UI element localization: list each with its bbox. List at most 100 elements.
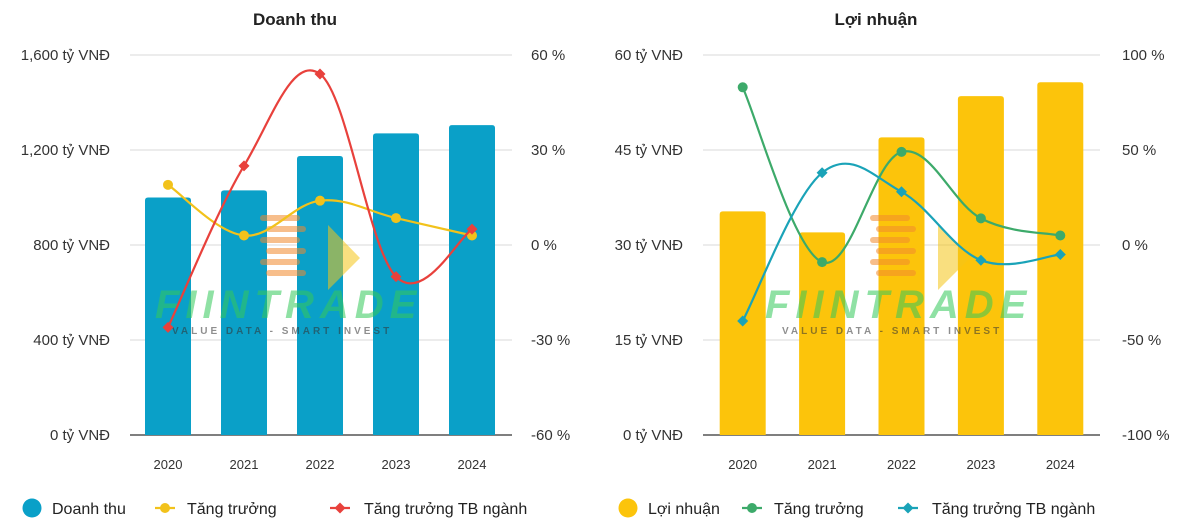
- watermark-stripe: [870, 237, 910, 243]
- legend-label: Tăng trưởng TB ngành: [364, 501, 527, 518]
- data-point: [162, 321, 174, 333]
- watermark-stripe: [260, 259, 300, 265]
- right-axis-tick-label: 30 %: [531, 142, 565, 159]
- revenue-chart: Doanh thu 0 tỷ VNĐ 400 tỷ VNĐ 800 tỷ VNĐ 1,2…: [21, 10, 570, 518]
- legend-label: Doanh thu: [52, 501, 126, 518]
- right-axis-tick-label: -30 %: [531, 332, 570, 349]
- watermark-stripe: [266, 248, 306, 254]
- right-axis-tick-label: 100 %: [1122, 47, 1165, 64]
- data-point: [896, 146, 907, 157]
- watermark-tagline: VALUE DATA - SMART INVEST: [172, 326, 392, 337]
- watermark-stripe: [876, 248, 916, 254]
- watermark-brand: FIINTRADE: [155, 283, 422, 327]
- data-point: [817, 257, 828, 268]
- legend-item: Lợi nhuận: [618, 498, 720, 518]
- watermark-stripe: [260, 215, 300, 221]
- chart-title: Lợi nhuận: [835, 10, 918, 29]
- watermark-arrow: [938, 225, 970, 290]
- data-point: [391, 213, 401, 224]
- left-axis-tick-label: 30 tỷ VNĐ: [615, 237, 684, 254]
- legend-swatch: [160, 503, 170, 513]
- watermark-stripe: [266, 270, 306, 276]
- data-point: [163, 179, 173, 190]
- legend-item: Tăng trưởng TB ngành: [898, 501, 1095, 518]
- series-line: [741, 162, 1061, 322]
- bar: [449, 125, 495, 435]
- watermark-brand: FIINTRADE: [765, 283, 1032, 327]
- legend-swatch: [902, 502, 914, 514]
- data-point: [816, 167, 828, 179]
- watermark-arrow: [328, 225, 360, 290]
- legend-label: Lợi nhuận: [648, 501, 720, 518]
- data-point: [975, 213, 986, 224]
- right-axis-tick-label: 50 %: [1122, 142, 1156, 159]
- left-axis-tick-label: 45 tỷ VNĐ: [615, 142, 684, 159]
- legend-item: Tăng trưởng TB ngành: [330, 501, 527, 518]
- right-axis-tick-label: 60 %: [531, 47, 565, 64]
- legend-item: Tăng trưởng: [742, 501, 864, 518]
- right-axis-tick-label: -50 %: [1122, 332, 1161, 349]
- left-axis-tick-label: 1,200 tỷ VNĐ: [21, 142, 110, 159]
- x-axis-tick-label: 2020: [154, 457, 183, 472]
- left-axis-tick-label: 400 tỷ VNĐ: [33, 332, 110, 349]
- watermark-stripe: [260, 237, 300, 243]
- watermark-tagline: VALUE DATA - SMART INVEST: [782, 326, 1002, 337]
- bar: [878, 137, 925, 436]
- series-line: [741, 86, 1061, 264]
- bar: [297, 155, 343, 435]
- data-point: [239, 230, 249, 241]
- watermark-stripe: [876, 270, 916, 276]
- legend-item: Doanh thu: [22, 498, 126, 518]
- x-axis-tick-label: 2024: [458, 457, 487, 472]
- legend-label: Tăng trưởng TB ngành: [932, 501, 1095, 518]
- watermark-stripe: [266, 226, 306, 232]
- x-axis-tick-label: 2023: [382, 457, 411, 472]
- right-axis-tick-label: -100 %: [1122, 427, 1170, 444]
- x-axis-tick-label: 2020: [728, 457, 757, 472]
- bar: [373, 133, 419, 435]
- legend-swatch: [334, 502, 346, 514]
- left-axis-tick-label: 15 tỷ VNĐ: [615, 332, 684, 349]
- legend-swatch: [618, 498, 638, 518]
- right-axis-tick-label: 0 %: [531, 237, 557, 254]
- data-point: [1055, 230, 1066, 241]
- legend-label: Tăng trưởng: [187, 501, 277, 518]
- left-axis-tick-label: 0 tỷ VNĐ: [623, 427, 683, 444]
- legend-swatch: [747, 503, 757, 513]
- data-point: [238, 160, 250, 172]
- bar: [145, 197, 191, 435]
- x-axis-tick-label: 2021: [808, 457, 837, 472]
- legend-label: Tăng trưởng: [774, 501, 864, 518]
- data-point: [390, 271, 402, 283]
- bar: [221, 190, 267, 435]
- data-point: [467, 230, 477, 241]
- profit-chart: Lợi nhuận 0 tỷ VNĐ 15 tỷ VNĐ 30 tỷ VNĐ 45 tỷ…: [615, 10, 1170, 518]
- data-point: [1054, 249, 1066, 260]
- data-point: [466, 223, 478, 235]
- legend-swatch: [22, 498, 42, 518]
- right-axis-tick-label: 0 %: [1122, 237, 1148, 254]
- x-axis-tick-label: 2022: [887, 457, 916, 472]
- x-axis-tick-label: 2022: [306, 457, 335, 472]
- left-axis-tick-label: 60 tỷ VNĐ: [615, 47, 684, 64]
- legend-item: Tăng trưởng: [155, 501, 277, 518]
- x-axis-tick-label: 2021: [230, 457, 259, 472]
- bar: [799, 232, 846, 435]
- watermark-stripe: [870, 259, 910, 265]
- watermark-stripe: [870, 215, 910, 221]
- x-axis-tick-label: 2024: [1046, 457, 1075, 472]
- data-point: [314, 68, 326, 80]
- left-axis-tick-label: 0 tỷ VNĐ: [50, 427, 110, 444]
- watermark-stripe: [876, 226, 916, 232]
- data-point: [975, 254, 987, 266]
- data-point: [737, 315, 749, 327]
- left-axis-tick-label: 1,600 tỷ VNĐ: [21, 47, 110, 64]
- data-point: [315, 195, 325, 206]
- x-axis-tick-label: 2023: [966, 457, 995, 472]
- data-point: [737, 82, 748, 93]
- left-axis-tick-label: 800 tỷ VNĐ: [33, 237, 110, 254]
- right-axis-tick-label: -60 %: [531, 427, 570, 444]
